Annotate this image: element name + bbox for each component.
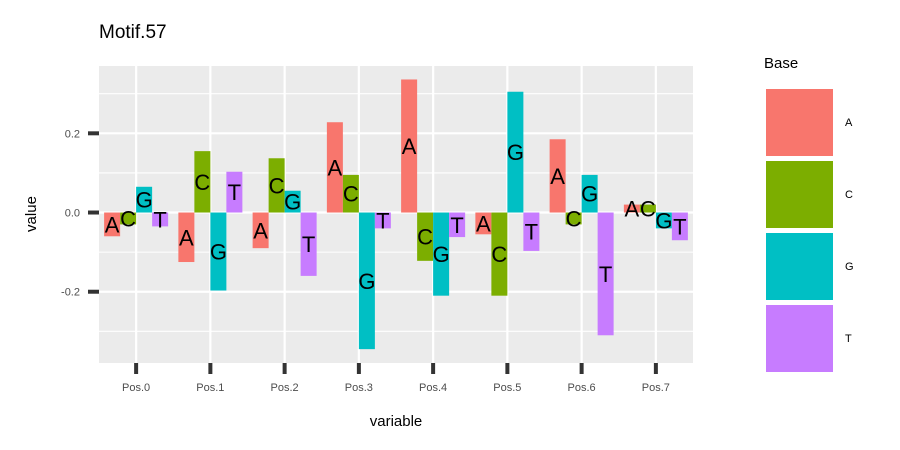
bar-letter-A-Pos.1: A bbox=[179, 225, 194, 250]
bar-G-Pos.7 bbox=[655, 212, 672, 229]
bar-G-Pos.0 bbox=[136, 186, 153, 213]
bar-T-Pos.4 bbox=[449, 212, 466, 238]
bar-A-Pos.6 bbox=[549, 139, 566, 213]
plot-panel bbox=[99, 66, 693, 363]
bar-A-Pos.3 bbox=[326, 122, 343, 213]
bar-T-Pos.0 bbox=[152, 212, 169, 227]
bar-letter-A-Pos.5: A bbox=[476, 211, 491, 236]
legend-title: Base bbox=[764, 55, 798, 72]
bar-letter-A-Pos.4: A bbox=[402, 134, 417, 159]
x-tick-label: Pos.2 bbox=[271, 382, 299, 394]
legend-key-T bbox=[766, 305, 833, 372]
bar-letter-C-Pos.2: C bbox=[269, 173, 285, 198]
bar-C-Pos.5 bbox=[491, 212, 508, 296]
legend-label-T: T bbox=[845, 333, 852, 345]
bar-G-Pos.1 bbox=[210, 212, 227, 291]
bar-letter-A-Pos.3: A bbox=[328, 155, 343, 180]
x-tick-label: Pos.4 bbox=[419, 382, 447, 394]
bar-T-Pos.2 bbox=[300, 212, 317, 276]
bar-letter-C-Pos.1: C bbox=[194, 170, 210, 195]
bar-letter-A-Pos.0: A bbox=[105, 212, 120, 237]
bar-letter-C-Pos.7: C bbox=[640, 197, 656, 222]
chart-title: Motif.57 bbox=[99, 22, 167, 43]
bar-letter-G-Pos.6: G bbox=[581, 182, 598, 207]
bar-G-Pos.2 bbox=[284, 190, 301, 213]
bar-letter-G-Pos.0: G bbox=[136, 188, 153, 213]
legend-key-C bbox=[766, 161, 833, 228]
bar-C-Pos.0 bbox=[120, 212, 137, 225]
bar-letter-C-Pos.6: C bbox=[566, 206, 582, 231]
bar-letter-T-Pos.1: T bbox=[228, 180, 241, 205]
x-tick-label: Pos.6 bbox=[568, 382, 596, 394]
x-tick-label: Pos.3 bbox=[345, 382, 373, 394]
y-axis-title: value bbox=[23, 196, 40, 232]
bar-letter-A-Pos.2: A bbox=[253, 218, 268, 243]
bar-T-Pos.1 bbox=[226, 171, 243, 213]
bar-letter-T-Pos.3: T bbox=[376, 208, 389, 233]
bar-letter-A-Pos.7: A bbox=[625, 197, 640, 222]
bar-G-Pos.6 bbox=[581, 174, 598, 213]
legend: Base A C G T bbox=[764, 55, 854, 372]
bar-letter-G-Pos.5: G bbox=[507, 140, 524, 165]
y-tick-label: 0.0 bbox=[65, 208, 80, 220]
legend-key-A bbox=[766, 89, 833, 156]
bar-letter-C-Pos.0: C bbox=[120, 206, 136, 231]
bar-letter-G-Pos.3: G bbox=[358, 269, 375, 294]
bar-G-Pos.3 bbox=[358, 212, 375, 350]
bar-C-Pos.1 bbox=[194, 151, 211, 213]
legend-label-C: C bbox=[845, 189, 853, 201]
x-tick-label: Pos.7 bbox=[642, 382, 670, 394]
bar-A-Pos.0 bbox=[104, 212, 121, 237]
axes: -0.2 0.0 0.2 Pos.0 Pos.1 Pos.2 Pos.3 Pos.4 Pos.5… bbox=[61, 128, 670, 394]
bar-letter-T-Pos.5: T bbox=[525, 220, 538, 245]
bar-letter-G-Pos.4: G bbox=[433, 242, 450, 267]
bar-T-Pos.6 bbox=[597, 212, 614, 336]
bar-A-Pos.1 bbox=[178, 212, 195, 263]
bar-letter-T-Pos.7: T bbox=[673, 214, 686, 239]
bar-T-Pos.7 bbox=[671, 212, 688, 241]
bar-letter-A-Pos.6: A bbox=[550, 164, 565, 189]
bar-T-Pos.5 bbox=[523, 212, 540, 251]
bar-C-Pos.4 bbox=[417, 212, 434, 261]
bar-letter-T-Pos.6: T bbox=[599, 262, 612, 287]
bar-letter-C-Pos.5: C bbox=[491, 242, 507, 267]
bar-G-Pos.5 bbox=[507, 91, 524, 213]
bar-A-Pos.2 bbox=[252, 212, 269, 249]
bar-C-Pos.6 bbox=[565, 212, 582, 225]
bar-letter-C-Pos.3: C bbox=[343, 182, 359, 207]
bar-letter-T-Pos.0: T bbox=[153, 207, 166, 232]
x-tick-label: Pos.1 bbox=[196, 382, 224, 394]
x-tick-label: Pos.0 bbox=[122, 382, 150, 394]
bar-C-Pos.7 bbox=[639, 204, 656, 213]
bar-A-Pos.4 bbox=[401, 79, 418, 213]
legend-key-G bbox=[766, 233, 833, 300]
y-tick-label: 0.2 bbox=[65, 128, 80, 140]
bar-letter-C-Pos.4: C bbox=[417, 225, 433, 250]
y-tick-label: -0.2 bbox=[61, 287, 80, 299]
bar-A-Pos.5 bbox=[475, 212, 492, 235]
bar-letter-G-Pos.1: G bbox=[210, 240, 227, 265]
bar-C-Pos.3 bbox=[342, 174, 359, 213]
bar-letter-T-Pos.2: T bbox=[302, 232, 315, 257]
bar-C-Pos.2 bbox=[268, 158, 285, 213]
legend-label-A: A bbox=[845, 117, 853, 129]
bar-G-Pos.4 bbox=[433, 212, 450, 296]
bar-A-Pos.7 bbox=[623, 204, 640, 213]
bar-letter-G-Pos.2: G bbox=[284, 190, 301, 215]
x-tick-label: Pos.5 bbox=[493, 382, 521, 394]
x-axis-title: variable bbox=[370, 413, 423, 430]
bar-letter-T-Pos.4: T bbox=[450, 213, 463, 238]
legend-label-G: G bbox=[845, 261, 854, 273]
bar-letter-G-Pos.7: G bbox=[655, 208, 672, 233]
bar-T-Pos.3 bbox=[374, 212, 391, 229]
